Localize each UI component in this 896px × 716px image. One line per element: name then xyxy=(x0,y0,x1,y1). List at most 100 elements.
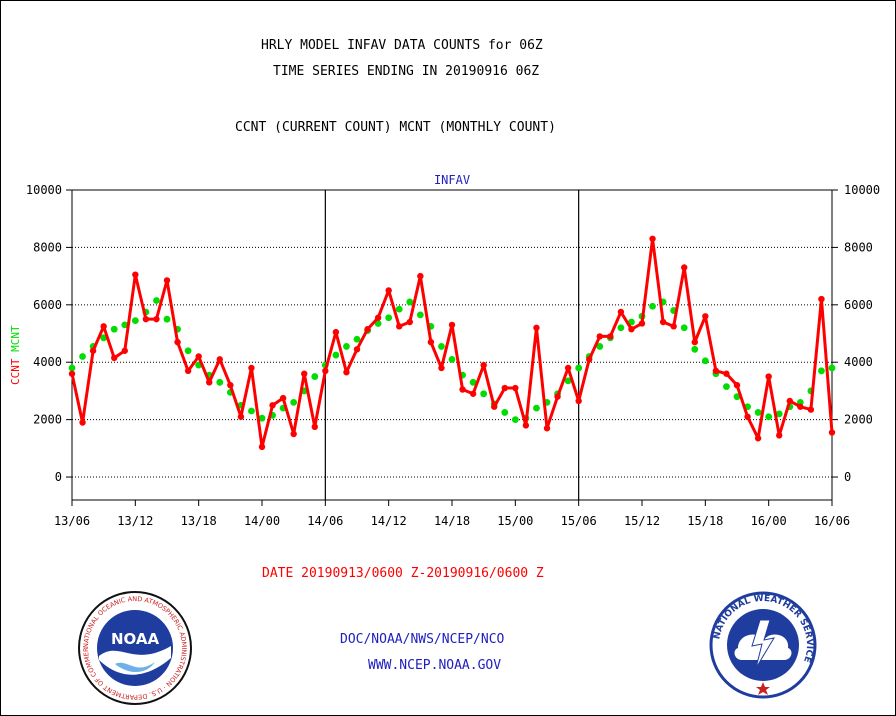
data-point-ccnt xyxy=(702,313,709,320)
x-tick-label: 15/00 xyxy=(497,514,533,528)
data-point-ccnt xyxy=(311,423,318,431)
data-point-ccnt xyxy=(227,381,234,389)
data-point-ccnt xyxy=(659,318,667,326)
data-point-mcnt xyxy=(680,324,688,332)
data-point-ccnt xyxy=(269,402,276,409)
data-point-mcnt xyxy=(395,305,403,313)
data-point-ccnt xyxy=(406,318,413,326)
data-point-ccnt xyxy=(638,320,646,327)
data-point-ccnt xyxy=(184,367,192,375)
data-point-ccnt xyxy=(480,361,487,369)
data-point-ccnt xyxy=(374,314,382,321)
data-point-ccnt xyxy=(438,364,445,372)
data-point-ccnt xyxy=(744,413,751,420)
data-point-ccnt xyxy=(554,393,561,400)
data-point-mcnt xyxy=(723,383,730,391)
data-point-mcnt xyxy=(596,343,604,350)
data-point-ccnt xyxy=(237,413,245,420)
data-point-mcnt xyxy=(533,404,540,412)
data-point-ccnt xyxy=(617,308,625,316)
data-point-ccnt xyxy=(100,323,107,330)
y-tick-label-left: 0 xyxy=(55,470,62,484)
data-point-ccnt xyxy=(712,367,720,375)
data-point-mcnt xyxy=(385,314,393,322)
x-tick-label: 13/18 xyxy=(181,514,217,528)
data-point-ccnt xyxy=(343,369,350,376)
data-point-ccnt xyxy=(206,379,213,386)
data-point-ccnt xyxy=(459,386,466,393)
data-point-mcnt xyxy=(184,347,192,355)
data-point-mcnt xyxy=(79,353,86,360)
y-axis-label-ccnt: CCNT xyxy=(9,352,22,385)
data-point-ccnt xyxy=(533,324,540,331)
data-point-mcnt xyxy=(438,343,445,350)
x-tick-label: 14/00 xyxy=(244,514,280,528)
x-tick-label: 14/12 xyxy=(371,514,407,528)
data-point-mcnt xyxy=(248,407,255,415)
date-range-label: DATE 20190913/0600 Z-20190916/0600 Z xyxy=(262,566,544,581)
x-tick-label: 15/06 xyxy=(561,514,597,528)
data-point-ccnt xyxy=(575,397,582,405)
data-point-ccnt xyxy=(628,326,635,333)
data-point-ccnt xyxy=(670,323,677,330)
data-point-ccnt xyxy=(448,321,456,329)
x-tick-label: 15/18 xyxy=(687,514,723,528)
data-point-ccnt xyxy=(79,419,86,426)
data-point-ccnt xyxy=(491,403,498,410)
x-tick-label: 16/00 xyxy=(751,514,787,528)
y-axis-label-mcnt: MCNT xyxy=(9,325,22,352)
data-point-mcnt xyxy=(617,324,625,332)
y-tick-label-right: 10000 xyxy=(844,183,880,197)
data-point-ccnt xyxy=(258,443,266,451)
data-point-mcnt xyxy=(480,390,488,398)
data-point-mcnt xyxy=(406,298,414,306)
data-point-mcnt xyxy=(575,364,583,372)
data-point-mcnt xyxy=(131,317,139,325)
data-point-mcnt xyxy=(564,377,572,385)
data-point-mcnt xyxy=(775,410,783,418)
data-point-mcnt xyxy=(701,357,709,365)
data-point-mcnt xyxy=(290,399,298,406)
y-tick-label-left: 6000 xyxy=(33,298,62,312)
data-point-mcnt xyxy=(121,321,129,329)
data-point-mcnt xyxy=(448,355,456,363)
data-point-ccnt xyxy=(818,295,825,303)
y-tick-label-left: 8000 xyxy=(33,240,62,254)
y-tick-label-left: 4000 xyxy=(33,355,62,369)
x-tick-label: 14/18 xyxy=(434,514,470,528)
data-point-ccnt xyxy=(586,356,593,363)
data-point-mcnt xyxy=(765,413,773,421)
data-point-ccnt xyxy=(89,347,97,354)
data-point-ccnt xyxy=(111,354,118,362)
data-point-ccnt xyxy=(174,338,181,346)
y-tick-label-right: 6000 xyxy=(844,298,873,312)
data-point-mcnt xyxy=(501,409,509,416)
data-point-ccnt xyxy=(776,432,783,439)
data-point-ccnt xyxy=(279,394,287,402)
data-point-mcnt xyxy=(469,378,477,386)
data-point-ccnt xyxy=(469,390,477,397)
data-point-ccnt xyxy=(828,429,836,436)
website-link[interactable]: WWW.NCEP.NOAA.GOV xyxy=(368,658,502,673)
data-point-ccnt xyxy=(427,338,435,346)
y-tick-label-right: 2000 xyxy=(844,413,873,427)
data-point-mcnt xyxy=(110,325,118,333)
data-point-ccnt xyxy=(807,406,815,413)
data-point-ccnt xyxy=(723,370,730,377)
data-point-ccnt xyxy=(417,272,424,280)
data-point-mcnt xyxy=(258,414,266,422)
data-point-ccnt xyxy=(797,403,804,410)
data-point-ccnt xyxy=(396,323,403,330)
data-point-ccnt xyxy=(132,271,139,278)
data-point-ccnt xyxy=(142,315,150,323)
y-tick-label-right: 4000 xyxy=(844,355,873,369)
x-tick-label: 13/12 xyxy=(117,514,153,528)
data-point-mcnt xyxy=(416,311,424,319)
plot-title: INFAV xyxy=(434,173,470,187)
data-point-ccnt xyxy=(385,287,392,294)
x-tick-label: 15/12 xyxy=(624,514,660,528)
y-tick-label-left: 10000 xyxy=(26,183,62,197)
data-point-ccnt xyxy=(691,338,698,346)
data-point-ccnt xyxy=(153,315,160,323)
